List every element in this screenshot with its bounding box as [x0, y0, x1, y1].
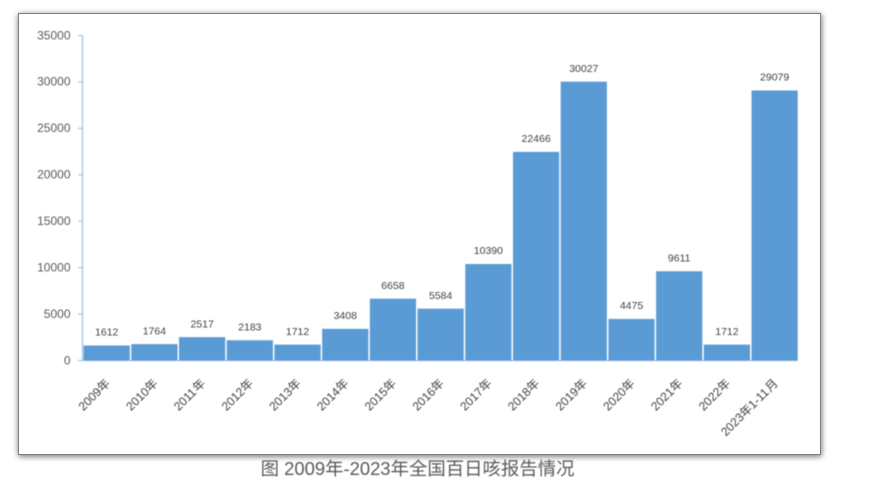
svg-text:1764: 1764	[143, 325, 167, 337]
svg-text:2012: 2012	[219, 384, 248, 413]
svg-text:4475: 4475	[620, 300, 644, 312]
svg-text:1-11: 1-11	[745, 385, 771, 411]
svg-text:2020: 2020	[600, 384, 629, 413]
svg-text:2013: 2013	[266, 384, 295, 413]
svg-text:0: 0	[64, 353, 71, 367]
svg-text:2018: 2018	[505, 384, 534, 413]
svg-text:2015: 2015	[362, 384, 391, 413]
svg-text:29079: 29079	[760, 72, 789, 84]
svg-text:1612: 1612	[95, 327, 119, 339]
svg-text:2014: 2014	[314, 384, 343, 413]
svg-text:15000: 15000	[37, 214, 71, 228]
svg-text:10000: 10000	[37, 260, 71, 274]
svg-text:2021: 2021	[648, 384, 677, 413]
svg-text:6658: 6658	[381, 280, 405, 292]
svg-text:9611: 9611	[668, 252, 691, 264]
svg-text:2016: 2016	[410, 384, 439, 413]
svg-text:30000: 30000	[37, 75, 71, 89]
svg-text:2010: 2010	[123, 384, 152, 413]
svg-text:1712: 1712	[286, 326, 310, 338]
svg-text:2009: 2009	[284, 458, 325, 479]
svg-text:35000: 35000	[37, 28, 71, 42]
svg-text:10390: 10390	[474, 245, 503, 257]
svg-text:2517: 2517	[190, 318, 214, 330]
svg-text:2011: 2011	[171, 385, 199, 413]
svg-text:2022: 2022	[696, 384, 725, 413]
svg-text:20000: 20000	[37, 168, 71, 182]
svg-text:5584: 5584	[429, 290, 453, 302]
svg-text:-2023: -2023	[343, 458, 390, 479]
svg-text:25000: 25000	[37, 121, 71, 135]
svg-text:22466: 22466	[521, 133, 550, 145]
svg-text:1712: 1712	[715, 326, 739, 338]
svg-text:2019: 2019	[553, 384, 582, 413]
svg-text:5000: 5000	[44, 307, 71, 321]
svg-text:2017: 2017	[457, 384, 486, 413]
svg-text:2009: 2009	[76, 384, 105, 413]
svg-text:2183: 2183	[238, 321, 262, 333]
svg-text:30027: 30027	[569, 63, 598, 75]
svg-text:2023: 2023	[718, 410, 747, 439]
svg-text:3408: 3408	[334, 310, 358, 322]
